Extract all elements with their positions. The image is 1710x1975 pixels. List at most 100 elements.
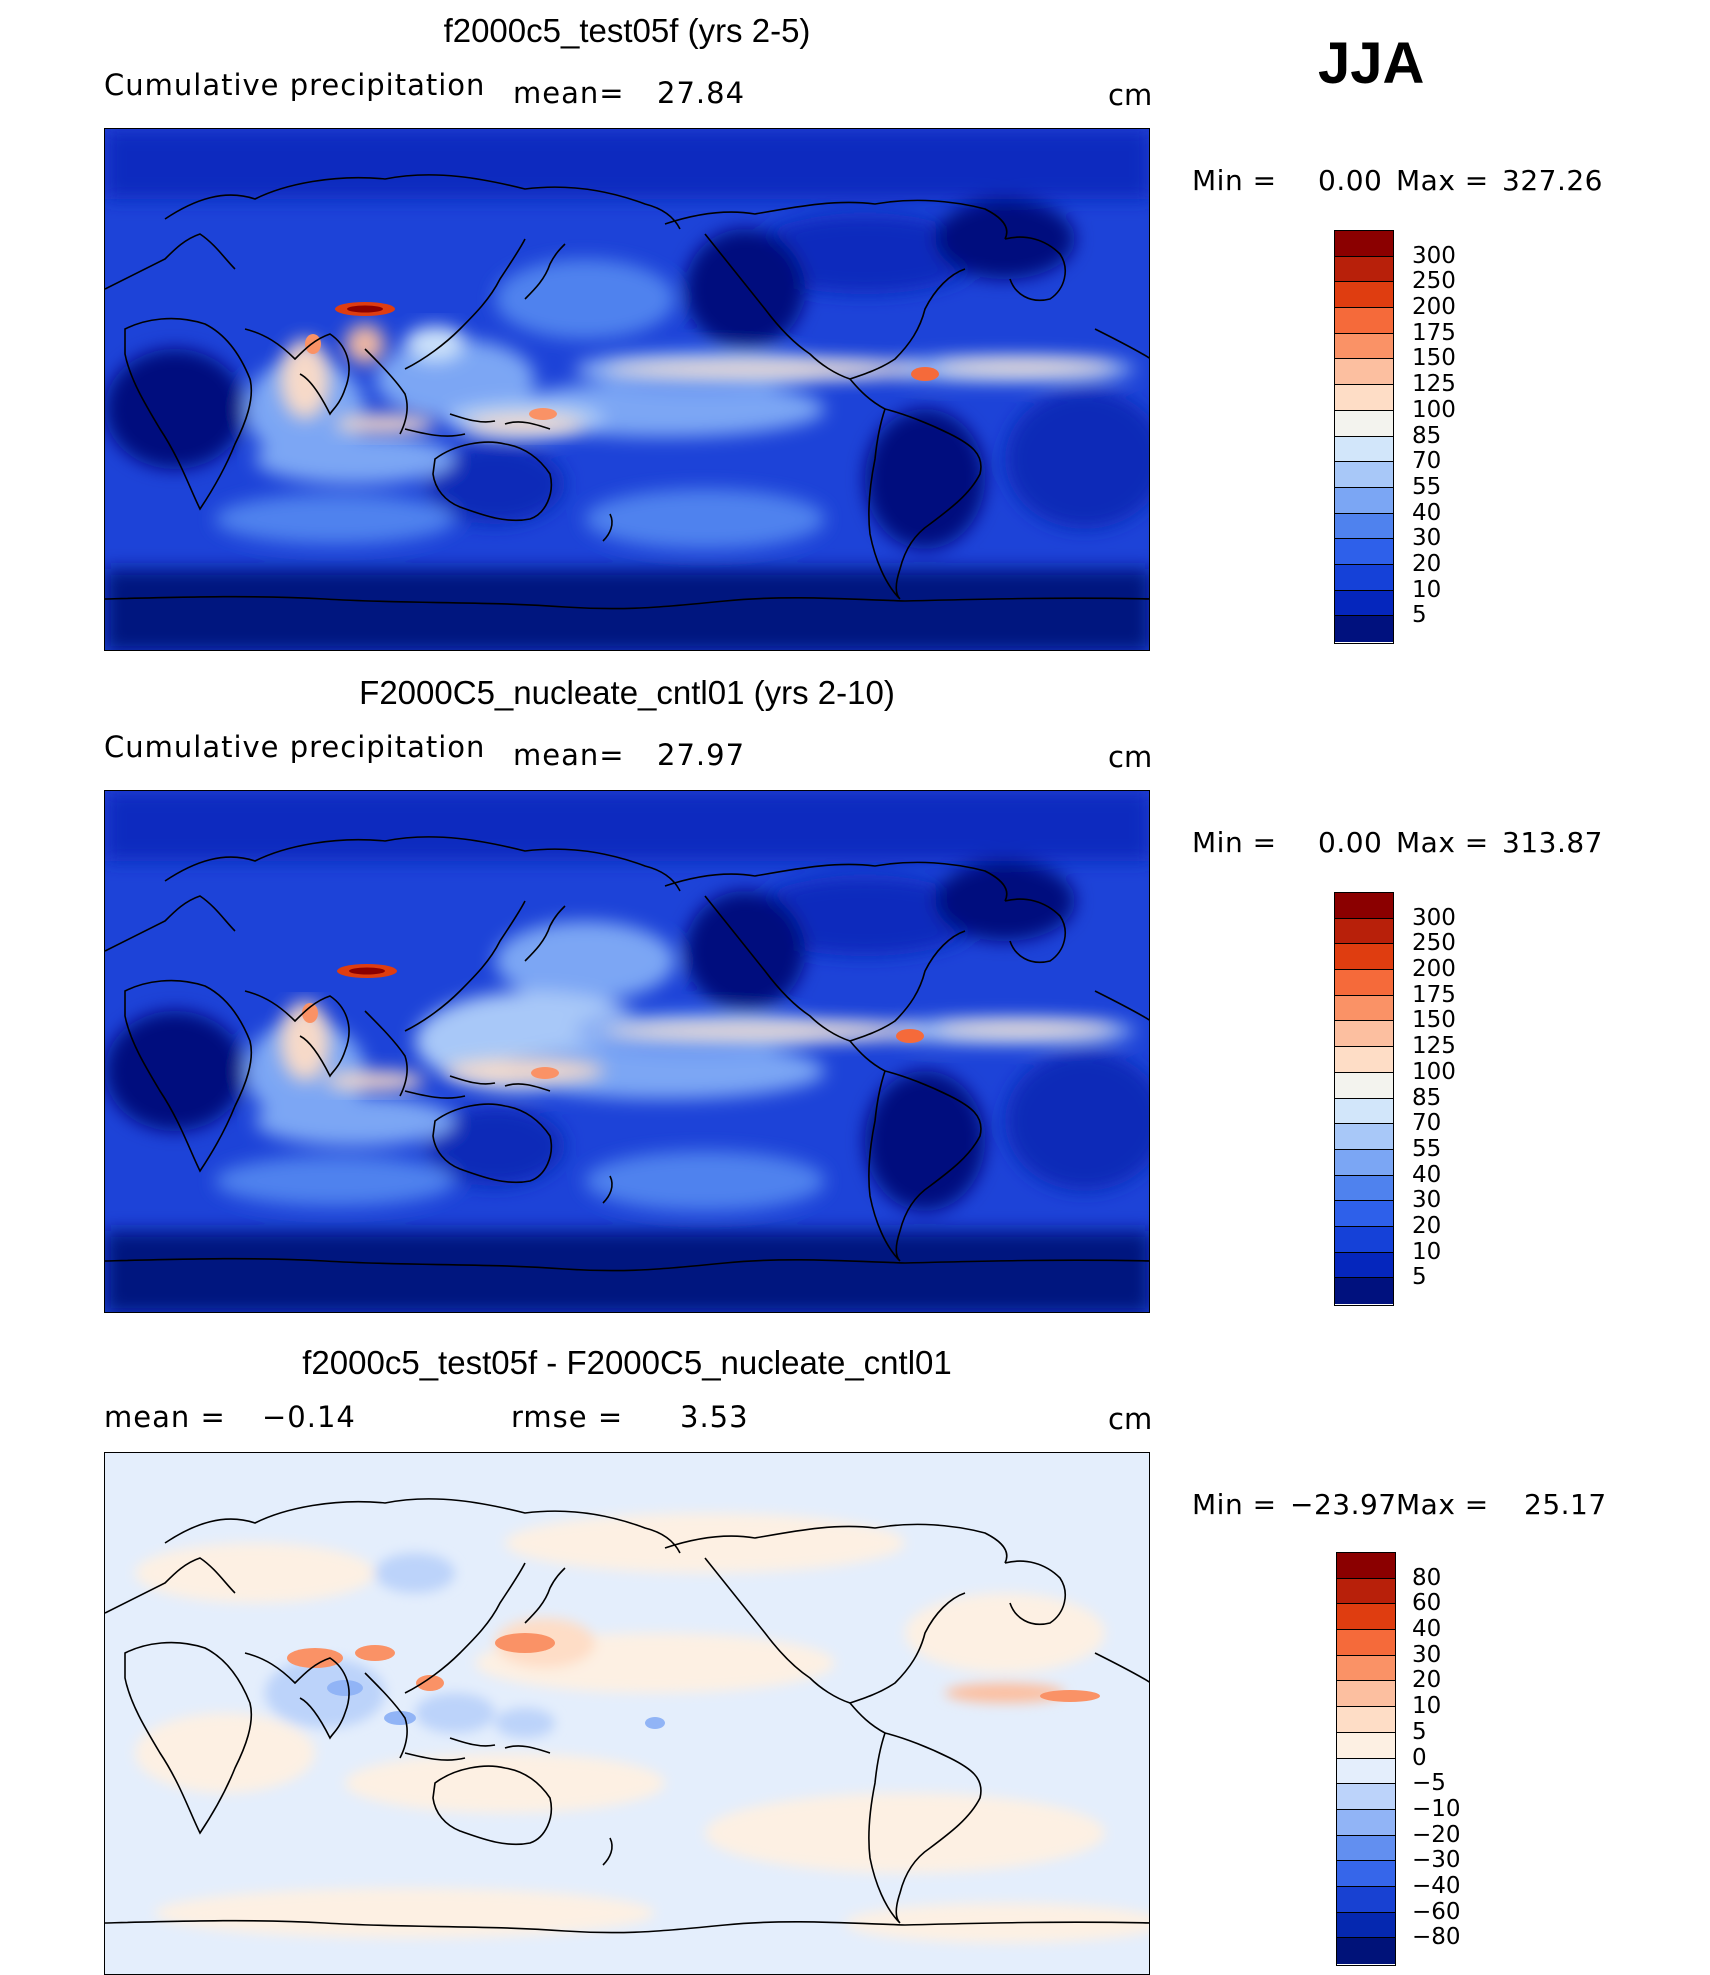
- colorbar-segment: [1337, 1707, 1395, 1733]
- colorbar-tick-label: 10: [1412, 576, 1442, 603]
- panel3-difference-map: [104, 1452, 1150, 1975]
- panel1-mean-value: 27.84: [657, 76, 746, 110]
- colorbar-tick-label: 125: [1412, 1033, 1456, 1060]
- difference-map-graphic: [105, 1453, 1149, 1974]
- panel3-rmse-label: rmse =: [511, 1400, 624, 1434]
- colorbar-segment: [1335, 462, 1393, 488]
- panel3-rmse-value: 3.53: [680, 1400, 749, 1434]
- colorbar-segment: [1335, 1201, 1393, 1227]
- panel3-colorbar: [1336, 1552, 1396, 1966]
- colorbar-tick-label: 10: [1412, 1693, 1442, 1720]
- colorbar-tick-label: 300: [1412, 904, 1456, 931]
- colorbar-segment: [1335, 436, 1393, 463]
- colorbar-tick-label: 55: [1412, 473, 1442, 500]
- colorbar-tick-label: 30: [1412, 525, 1442, 552]
- season-label: JJA: [1318, 31, 1425, 96]
- colorbar-segment: [1337, 1655, 1395, 1682]
- colorbar-tick-label: 250: [1412, 268, 1456, 295]
- panel2-max-label: Max =: [1396, 826, 1489, 859]
- panel2-min-value: 0.00: [1318, 826, 1383, 859]
- panel3-max-value: 25.17: [1524, 1488, 1607, 1521]
- colorbar-segment: [1337, 1630, 1395, 1656]
- colorbar-segment: [1335, 487, 1393, 514]
- colorbar-segment: [1337, 1835, 1395, 1862]
- colorbar-tick-label: 175: [1412, 319, 1456, 346]
- panel3-title: f2000c5_test05f - F2000C5_nucleate_cntl0…: [302, 1344, 952, 1381]
- panel3-unit: cm: [1108, 1402, 1153, 1436]
- colorbar-segment: [1337, 1604, 1395, 1631]
- panel2-title: F2000C5_nucleate_cntl01 (yrs 2-10): [359, 674, 895, 711]
- colorbar-segment: [1335, 1021, 1393, 1048]
- colorbar-tick-label: 5: [1412, 1718, 1427, 1745]
- colorbar-tick-label: 175: [1412, 981, 1456, 1008]
- colorbar-segment: [1335, 616, 1393, 642]
- colorbar-segment: [1337, 1784, 1395, 1810]
- colorbar-tick-label: 20: [1412, 1212, 1442, 1239]
- colorbar-segment: [1335, 564, 1393, 591]
- colorbar-tick-label: 150: [1412, 345, 1456, 372]
- panel2-max-value: 313.87: [1502, 826, 1603, 859]
- colorbar-segment: [1335, 590, 1393, 617]
- colorbar-tick-label: 85: [1412, 1084, 1442, 1111]
- colorbar-tick-label: 250: [1412, 930, 1456, 957]
- panel3-mean-label: mean =: [104, 1400, 226, 1434]
- colorbar-segment: [1335, 410, 1393, 437]
- colorbar-tick-label: 5: [1412, 1264, 1427, 1291]
- colorbar-segment: [1337, 1886, 1395, 1913]
- colorbar-tick-label: 125: [1412, 371, 1456, 398]
- colorbar-segment: [1337, 1578, 1395, 1605]
- colorbar-segment: [1335, 308, 1393, 334]
- colorbar-tick-label: 100: [1412, 396, 1456, 423]
- colorbar-segment: [1335, 893, 1393, 919]
- colorbar-tick-label: −30: [1412, 1847, 1461, 1874]
- colorbar-segment: [1335, 282, 1393, 309]
- panel1-title: f2000c5_test05f (yrs 2-5): [443, 12, 811, 49]
- panel1-colorbar: [1334, 230, 1394, 644]
- colorbar-tick-label: 40: [1412, 1161, 1442, 1188]
- colorbar-tick-label: 100: [1412, 1058, 1456, 1085]
- colorbar-tick-label: 40: [1412, 1616, 1442, 1643]
- panel3-min-value: −23.97: [1290, 1488, 1397, 1521]
- panel2-colorbar: [1334, 892, 1394, 1306]
- panel1-mean-label: mean=: [513, 76, 625, 110]
- colorbar-segment: [1335, 539, 1393, 565]
- panel2-unit: cm: [1108, 740, 1153, 774]
- colorbar-tick-label: 200: [1412, 956, 1456, 983]
- colorbar-segment: [1335, 995, 1393, 1022]
- colorbar-segment: [1335, 1124, 1393, 1150]
- colorbar-segment: [1335, 944, 1393, 971]
- colorbar-tick-label: −5: [1412, 1770, 1446, 1797]
- colorbar-tick-label: 40: [1412, 499, 1442, 526]
- panel1-min-value: 0.00: [1318, 164, 1383, 197]
- panel2-precip-map: [104, 790, 1150, 1313]
- colorbar-segment: [1335, 1278, 1393, 1304]
- colorbar-segment: [1335, 1252, 1393, 1279]
- panel1-unit: cm: [1108, 78, 1153, 112]
- colorbar-segment: [1335, 385, 1393, 411]
- colorbar-segment: [1335, 256, 1393, 283]
- colorbar-tick-label: 70: [1412, 448, 1442, 475]
- colorbar-segment: [1335, 513, 1393, 540]
- colorbar-segment: [1335, 333, 1393, 360]
- colorbar-tick-label: 20: [1412, 1667, 1442, 1694]
- colorbar-segment: [1337, 1912, 1395, 1939]
- colorbar-segment: [1335, 918, 1393, 945]
- colorbar-segment: [1337, 1732, 1395, 1759]
- colorbar-tick-label: −60: [1412, 1898, 1461, 1925]
- panel2-mean-label: mean=: [513, 738, 625, 772]
- colorbar-segment: [1337, 1681, 1395, 1708]
- colorbar-segment: [1337, 1809, 1395, 1836]
- colorbar-segment: [1335, 1098, 1393, 1125]
- colorbar-tick-label: 80: [1412, 1564, 1442, 1591]
- colorbar-tick-label: 200: [1412, 294, 1456, 321]
- colorbar-tick-label: 0: [1412, 1744, 1427, 1771]
- colorbar-tick-label: −10: [1412, 1795, 1461, 1822]
- colorbar-tick-label: 60: [1412, 1590, 1442, 1617]
- panel2-min-label: Min =: [1192, 826, 1277, 859]
- colorbar-segment: [1337, 1861, 1395, 1887]
- panel1-max-label: Max =: [1396, 164, 1489, 197]
- colorbar-segment: [1335, 1226, 1393, 1253]
- panel1-precip-map: [104, 128, 1150, 651]
- colorbar-tick-label: 30: [1412, 1641, 1442, 1668]
- colorbar-tick-label: −40: [1412, 1872, 1461, 1899]
